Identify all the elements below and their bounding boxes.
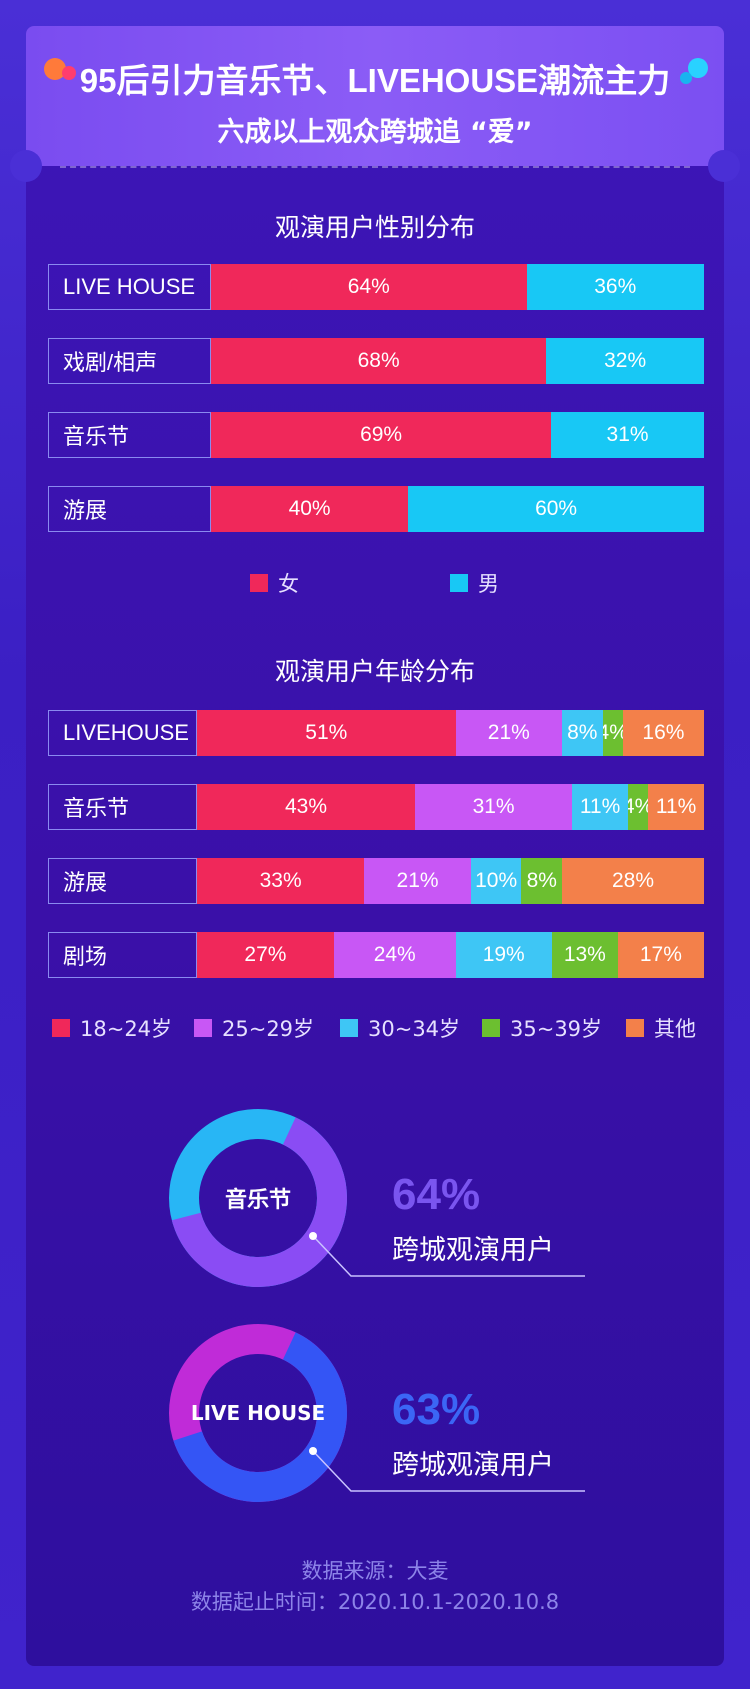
donut2-caption: 跨城观演用户 [392,1450,554,1481]
donut2-center-label: LIVE HOUSE [190,1401,326,1425]
gender-bar-segment: 64% [211,264,527,310]
age-legend-swatch [626,1019,644,1037]
gender-bar-segment: 60% [408,486,704,532]
age-bar-segment: 8% [562,710,603,756]
age-bar-segment: 4% [627,784,649,830]
age-bar-segment: 21% [455,710,563,756]
gender-row-label: LIVE HOUSE [48,264,211,310]
legend-male-label: 男 [478,572,499,596]
gender-bar-segment: 68% [211,338,547,384]
age-legend-label: 35~39岁 [510,1017,603,1041]
age-bar-segment: 17% [617,932,704,978]
gender-row-label: 戏剧/相声 [48,338,211,384]
age-legend-item: 其他 [626,1013,696,1043]
legend-female-swatch [250,574,268,592]
age-legend-label: 30~34岁 [368,1017,461,1041]
age-bar-segment: 11% [572,784,628,830]
donut1-value: 64% [392,1170,481,1219]
notch-left [10,150,42,182]
age-legend-label: 18~24岁 [80,1017,173,1041]
age-legend-item: 30~34岁 [340,1013,460,1043]
age-bar-segment: 16% [622,710,704,756]
age-bar-segment: 19% [455,932,552,978]
decor-dot-orange [44,58,66,80]
page-title: 95后引力音乐节、LIVEHOUSE潮流主力 [79,62,671,99]
age-chart-title: 观演用户年龄分布 [274,657,475,686]
decor-dot-blue [680,72,692,84]
age-bar-segment: 28% [562,858,704,904]
age-legend-item: 25~29岁 [194,1013,314,1043]
age-bar-segment: 24% [333,932,456,978]
gender-bar-segment: 32% [546,338,704,384]
age-legend-label: 25~29岁 [222,1017,315,1041]
decor-dot-cyan [688,58,708,78]
age-bar-segment: 43% [197,784,415,830]
gender-row-label: 音乐节 [48,412,211,458]
donut1-center-label: 音乐节 [224,1188,291,1213]
page-subtitle: 六成以上观众跨城追 “爱” [217,117,533,148]
donut2-value: 63% [392,1385,481,1434]
notch-right [708,150,740,182]
age-row-label: 剧场 [48,932,197,978]
legend-male-swatch [450,574,468,592]
age-legend-item: 18~24岁 [52,1013,172,1043]
age-legend-swatch [482,1019,500,1037]
age-row-label: 音乐节 [48,784,197,830]
age-legend-swatch [194,1019,212,1037]
age-row-label: LIVEHOUSE [48,710,197,756]
gender-bar-segment: 69% [211,412,552,458]
age-bar-segment: 51% [197,710,456,756]
footer-source: 数据来源：大麦 [301,1559,449,1583]
age-bar-segment: 11% [648,784,704,830]
decor-dot-red [62,66,76,80]
age-bar-segment: 10% [470,858,522,904]
age-bar-segment: 21% [364,858,471,904]
age-bar-segment: 33% [197,858,365,904]
legend-female: 女 [250,568,299,598]
gender-bar-segment: 36% [526,264,704,310]
age-bar-segment: 4% [602,710,623,756]
legend-female-label: 女 [278,572,299,596]
gender-chart-title: 观演用户性别分布 [274,213,475,242]
header-banner [26,26,724,166]
header-divider [60,166,690,168]
gender-bar-segment: 31% [551,412,704,458]
age-bar-segment: 31% [415,784,573,830]
age-bar-segment: 8% [521,858,563,904]
age-legend-swatch [340,1019,358,1037]
donut1-caption: 跨城观演用户 [392,1235,554,1266]
age-row-label: 游展 [48,858,197,904]
footer-period: 数据起止时间：2020.10.1-2020.10.8 [190,1590,560,1614]
age-legend-swatch [52,1019,70,1037]
age-bar-segment: 27% [197,932,334,978]
gender-bar-segment: 40% [211,486,409,532]
gender-row-label: 游展 [48,486,211,532]
age-legend-item: 35~39岁 [482,1013,602,1043]
age-legend-label: 其他 [654,1017,696,1041]
age-bar-segment: 13% [551,932,618,978]
legend-male: 男 [450,568,499,598]
